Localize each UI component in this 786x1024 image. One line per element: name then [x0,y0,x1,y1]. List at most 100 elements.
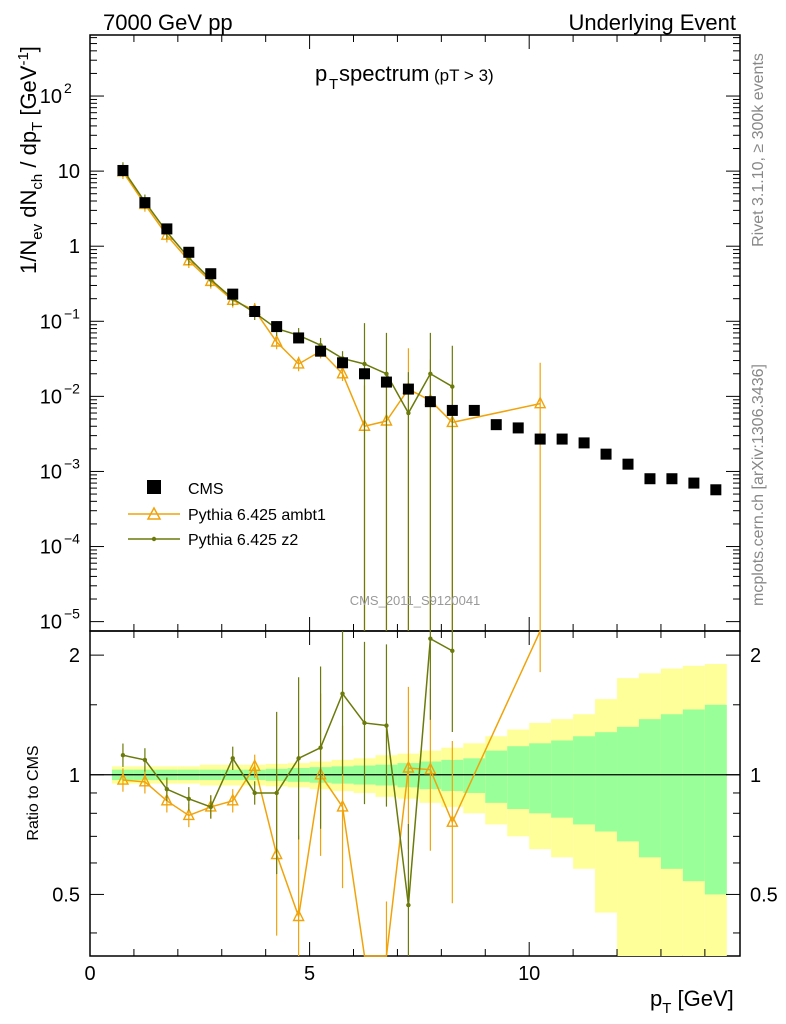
series-group [116,162,722,957]
title-spectrum: spectrum [339,61,429,86]
side-source: mcplots.cern.ch [arXiv:1306.3436] [750,364,767,606]
data-point-cms [337,357,349,369]
data-point-z2 [362,361,367,367]
ratio-band-inner [551,740,574,818]
data-point-cms [512,422,524,434]
ratio-point-z2 [428,636,433,641]
ratio-line-z2 [122,637,453,906]
y-tick-label: 10 [40,86,62,108]
data-point-cms [468,404,480,416]
ratio-point-z2 [164,786,170,792]
ratio-band-inner [617,726,639,842]
ratio-tick-label-left: 1 [69,765,80,787]
ratio-plot-frame [89,630,741,957]
data-point-ambt1 [336,366,349,379]
side-version: Rivet 3.1.10, ≥ 300k events [750,53,767,247]
data-point-cms [205,268,217,280]
data-point-cms [556,433,568,445]
ratio-point-z2 [230,756,235,761]
data-point-cms [666,473,678,485]
ratio-point-z2 [384,723,389,728]
legend: CMS Pythia 6.425 ambt1 Pythia 6.425 z2 [128,480,326,549]
ratio-tick-label-left: 2 [69,645,80,667]
ratio-point-ambt1 [160,793,173,806]
ratio-band-inner [595,732,618,832]
ratio-point-z2 [274,790,279,796]
y-tick-label: 10 [40,537,62,559]
plot-title: p T spectrum (pT > 3) [315,61,494,93]
data-point-cms [622,458,634,470]
y-tick-label: 10 [40,311,62,333]
y-axis-title-ratio-text: Ratio to CMS [25,745,42,840]
x-tick-label: 10 [518,963,540,985]
data-point-cms [710,484,722,496]
data-point-cms [490,419,502,431]
ratio-band-inner [660,714,683,869]
y-tick-exponent: −1 [64,305,80,321]
title-sub: T [329,76,338,93]
y-tick-exponent: −2 [64,380,80,396]
ratio-point-z2 [252,790,257,796]
ratio-point-z2 [208,804,213,810]
x-axis-title: pT [GeV] [650,986,734,1017]
ratio-tick-label-right: 1 [750,765,761,787]
ratio-band-inner [704,704,727,895]
ratio-band-inner [485,750,508,803]
ratio-tick-label-right: 2 [750,645,761,667]
ratio-point-z2 [296,756,301,761]
ratio-tick-label-left: 0.5 [52,884,80,906]
y-tick-exponent: −5 [64,606,80,622]
ratio-point-z2 [142,757,148,763]
y-tick-exponent: 2 [64,80,72,96]
data-point-ambt1 [292,356,305,369]
side-version-text: Rivet 3.1.10, ≥ 300k events [750,53,767,247]
y-axis-title-ratio: Ratio to CMS [25,745,42,840]
data-point-cms [358,368,370,380]
y-tick-label: 1 [69,236,80,258]
data-point-cms [534,433,546,445]
ratio-point-z2 [450,648,455,654]
ratio-point-z2 [120,753,126,758]
ratio-tick-label-right: 0.5 [750,884,778,906]
ratio-point-z2 [186,796,192,802]
ratio-point-ambt1 [446,814,459,827]
series-line-z2 [122,169,453,415]
legend-marker-z2 [151,536,157,542]
ratio-point-ambt1 [402,760,415,773]
data-point-ambt1 [270,334,283,347]
ratio-point-ambt1 [248,758,261,772]
data-point-cms [380,376,392,388]
ratio-point-ambt1 [116,772,130,785]
data-point-cms [183,246,195,258]
legend-marker-ambt1 [146,506,162,520]
header-right: Underlying Event [568,10,736,35]
y-axis-title-main-text: 1/Nev dNch / dpT [GeV-1] [15,46,46,274]
legend-marker-cms [147,480,161,494]
ratio-point-ambt1 [226,793,239,806]
data-point-cms [315,345,327,357]
legend-label-ambt1: Pythia 6.425 ambt1 [188,507,326,524]
legend-label-cms: CMS [188,481,224,498]
ratio-point-ambt1 [336,799,349,812]
data-point-cms [249,306,261,318]
x-tick-label: 0 [84,963,95,985]
data-point-z2 [384,371,389,376]
ratio-band-inner [573,736,596,825]
data-point-cms [578,437,590,449]
data-point-cms [271,321,283,333]
data-point-z2 [450,384,455,389]
data-point-ambt1 [534,396,547,409]
y-tick-label: 10 [40,612,62,634]
y-tick-exponent: −3 [64,455,80,471]
title-cut: (pT > 3) [434,66,494,85]
ratio-point-ambt1 [424,762,437,775]
ratio-band-inner [529,743,552,814]
data-point-cms [446,404,458,416]
y-tick-exponent: −4 [64,531,80,547]
data-point-cms [402,383,414,395]
data-point-cms [600,448,612,460]
ratio-point-z2 [318,745,323,750]
legend-label-z2: Pythia 6.425 z2 [188,532,298,549]
data-point-cms [161,223,173,235]
